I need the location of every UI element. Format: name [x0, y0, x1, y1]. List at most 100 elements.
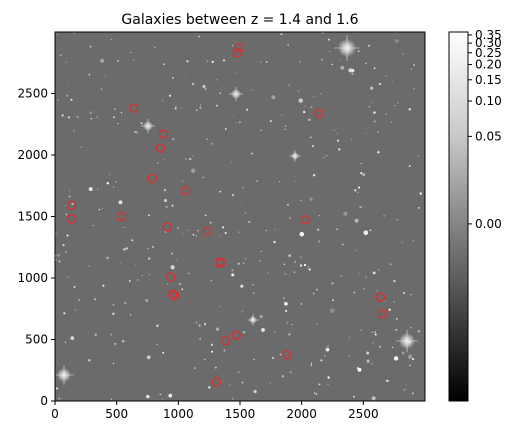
chart-title: Galaxies between z = 1.4 and 1.6 — [121, 12, 358, 28]
sky-speckle — [237, 371, 240, 374]
sky-speckle — [240, 204, 242, 206]
sky-speckle — [253, 358, 255, 361]
sky-speckle — [136, 278, 139, 282]
sky-speckle — [128, 280, 131, 282]
sky-speckle — [156, 162, 159, 165]
sky-speckle — [343, 211, 348, 216]
galaxy-marker — [314, 108, 324, 118]
sky-speckle — [87, 265, 90, 267]
sky-speckle — [259, 314, 263, 319]
sky-speckle — [198, 35, 200, 38]
galaxy-marker — [231, 330, 241, 340]
sky-speckle — [123, 248, 126, 251]
galaxy-marker — [232, 48, 243, 58]
sky-speckle — [303, 263, 307, 267]
sky-speckle — [396, 318, 398, 320]
sky-speckle — [324, 355, 326, 357]
sky-speckle — [390, 121, 392, 123]
y-tick-label: 500 — [25, 333, 48, 347]
sky-speckle — [372, 342, 374, 344]
y-axis: 0 500 1000 1500 2000 2500 — [17, 87, 55, 408]
sky-speckle — [363, 230, 369, 236]
x-tick-label: 1500 — [225, 407, 256, 421]
sky-speckle — [117, 122, 119, 125]
sky-speckle — [73, 285, 76, 288]
colorbar-tick-label: 0.10 — [475, 94, 502, 108]
y-tick-label: 2000 — [17, 148, 48, 162]
colorbar: 0.350.300.250.200.15 0.10 0.05 0.00 — [448, 28, 502, 402]
sky-speckle — [74, 309, 77, 312]
sky-speckle — [221, 380, 223, 383]
sky-speckle — [371, 396, 376, 401]
sky-speckle — [265, 230, 267, 232]
galaxy-marker — [116, 211, 127, 222]
sky-speckle — [208, 386, 211, 389]
sky-speckle — [98, 208, 101, 211]
sky-speckle — [402, 53, 404, 55]
sky-speckle — [163, 63, 166, 66]
sky-speckle — [211, 350, 214, 353]
sky-speckle — [320, 92, 322, 95]
sky-speckle — [318, 215, 320, 217]
sky-speckle — [377, 131, 380, 133]
sky-speckle — [189, 157, 192, 161]
sky-speckle — [260, 129, 262, 132]
x-axis: 0 500 1000 1500 2000 2500 — [51, 401, 379, 421]
sky-speckle — [359, 205, 362, 209]
sky-speckle — [251, 152, 254, 155]
galaxy-markers — [67, 43, 388, 387]
sky-speckle — [147, 214, 150, 217]
sky-speckle — [338, 295, 340, 297]
sky-speckle — [286, 203, 289, 206]
sky-speckle — [195, 109, 198, 112]
sky-speckle — [287, 44, 289, 46]
sky-speckle — [187, 229, 190, 231]
sky-speckle — [100, 88, 103, 90]
sky-speckle — [161, 100, 164, 102]
sky-speckle — [293, 271, 296, 273]
sky-speckle — [259, 259, 261, 262]
sky-speckle — [354, 218, 359, 223]
sky-speckle — [330, 308, 335, 313]
sky-speckle — [280, 33, 283, 36]
sky-speckle — [401, 242, 403, 244]
sky-speckle — [148, 273, 151, 276]
sky-features — [55, 32, 425, 401]
sky-speckle — [134, 263, 137, 266]
sky-speckle — [172, 77, 174, 79]
sky-speckle — [335, 132, 338, 135]
sky-speckle — [373, 67, 376, 69]
sky-speckle — [310, 364, 313, 367]
sky-speckle — [80, 146, 83, 149]
sky-speckle — [281, 375, 284, 378]
sky-speckle — [244, 212, 247, 214]
sky-speckle — [223, 349, 226, 352]
sky-speckle — [70, 98, 73, 101]
sky-speckle — [411, 392, 414, 395]
sky-speckle — [265, 61, 268, 63]
sky-speckle — [260, 250, 262, 252]
sky-speckle — [238, 121, 241, 124]
sky-speckle — [417, 207, 420, 209]
sky-speckle — [199, 104, 201, 106]
sky-speckle — [299, 231, 305, 237]
sky-speckle — [294, 180, 296, 182]
sky-speckle — [342, 243, 344, 246]
sky-speckle — [129, 314, 132, 316]
sky-speckle — [55, 232, 57, 234]
sky-speckle — [373, 111, 376, 114]
sky-speckle — [308, 268, 311, 271]
sky-speckle — [336, 228, 338, 230]
sky-speckle — [383, 300, 386, 303]
sky-speckle — [376, 290, 378, 292]
sky-speckle — [298, 98, 304, 103]
sky-speckle — [109, 333, 113, 336]
sky-speckle — [134, 131, 136, 133]
sky-speckle — [354, 249, 356, 251]
sky-speckle — [231, 193, 235, 197]
sky-speckle — [392, 80, 394, 82]
colorbar-tick-label: 0.00 — [475, 217, 502, 231]
sky-speckle — [367, 361, 369, 363]
sky-speckle — [122, 340, 125, 343]
